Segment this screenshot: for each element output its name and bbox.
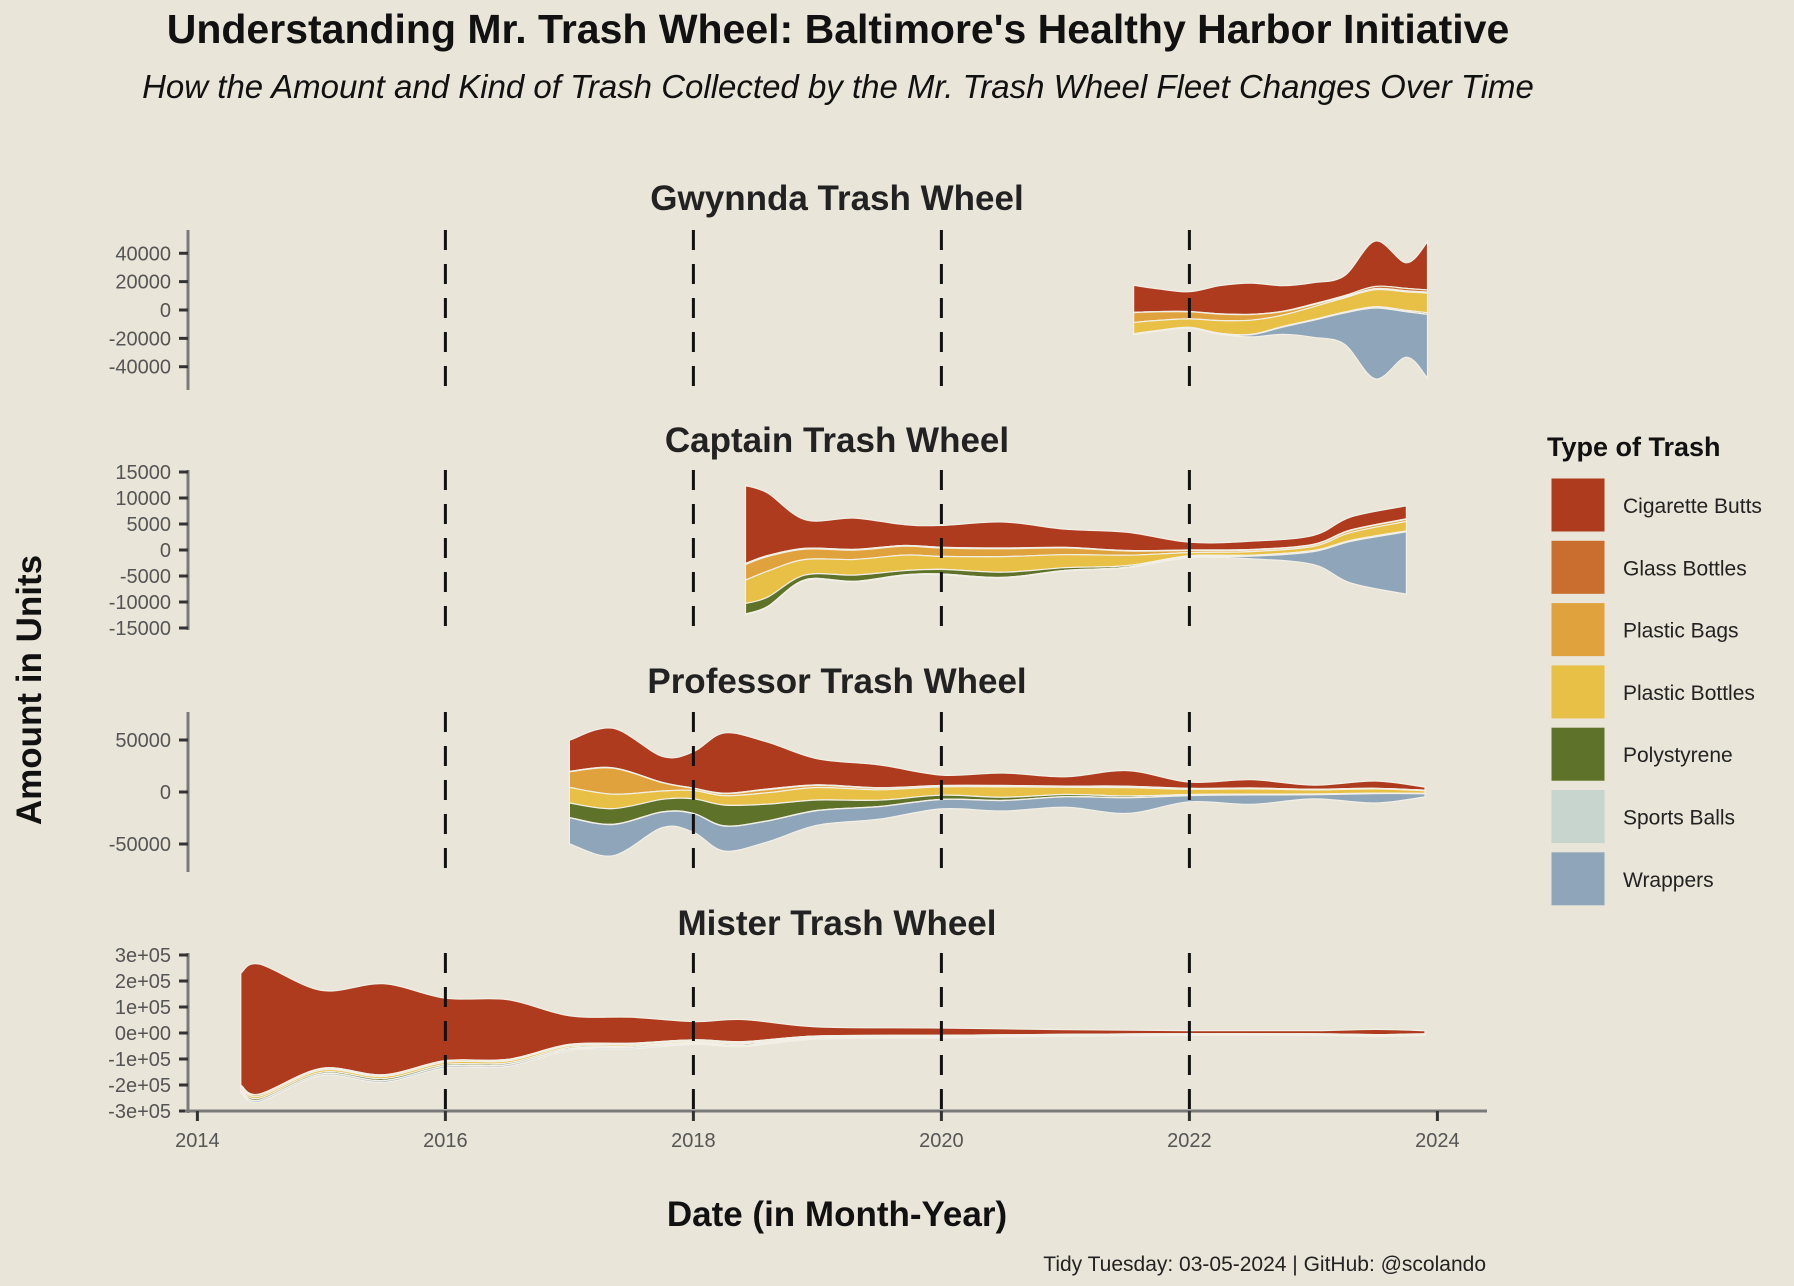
facet-title: Professor Trash Wheel [647,662,1026,701]
y-axis-title: Amount in Units [10,555,49,825]
y-tick-label: -3e+05 [108,1101,171,1123]
stream-layer-wrappers [240,1034,1426,1103]
legend-swatch [1550,539,1606,595]
y-tick-label: 0 [160,300,171,322]
legend-swatch [1550,726,1606,782]
legend-item-polystyrene: Polystyrene [1550,726,1733,782]
y-tick-label: -15000 [109,618,171,640]
y-tick-label: 0 [160,782,171,804]
x-tick-label: 2018 [671,1130,716,1152]
y-tick-label: -2e+05 [108,1075,171,1097]
chart-subtitle: How the Amount and Kind of Trash Collect… [142,68,1534,105]
legend-swatch [1550,789,1606,844]
x-tick-label: 2016 [423,1130,468,1152]
legend-label: Cigarette Butts [1623,495,1762,518]
x-axis-title: Date (in Month-Year) [667,1195,1007,1234]
legend-title: Type of Trash [1547,432,1721,462]
stream-layer-cigarette-butts [568,727,1426,794]
facet-panels: Gwynnda Trash Wheel 40000 20000 0 -20000 -400… [108,179,1429,1123]
chart-title: Understanding Mr. Trash Wheel: Baltimore… [166,6,1510,52]
stream-layer-wrappers [1133,307,1429,380]
y-tick-label: 0 [160,540,171,562]
legend-item-glass-bottles: Glass Bottles [1550,539,1747,595]
legend-item-sports-balls: Sports Balls [1550,789,1735,844]
legend-item-cigarette-butts: Cigarette Butts [1550,477,1762,533]
legend-item-plastic-bottles: Plastic Bottles [1550,664,1755,720]
y-tick-label: -5000 [120,566,171,588]
legend-item-plastic-bags: Plastic Bags [1550,602,1739,658]
y-tick-label: 0e+00 [115,1023,171,1045]
legend-swatch [1550,602,1606,658]
x-tick-label: 2022 [1167,1130,1212,1152]
legend-label: Wrappers [1623,869,1714,892]
facet-gwynnda-trash-wheel: Gwynnda Trash Wheel 40000 20000 0 -20000 -400… [109,179,1429,392]
facet-title: Captain Trash Wheel [665,421,1009,460]
legend-label: Plastic Bottles [1623,682,1755,705]
legend-label: Sports Balls [1623,807,1735,830]
y-tick-label: 20000 [115,272,171,294]
y-tick-label: 5000 [127,514,172,536]
legend-swatch [1550,851,1606,907]
y-tick-label: 50000 [115,730,171,752]
stream-layer-wrappers [568,792,1426,857]
y-tick-label: 3e+05 [115,945,171,967]
y-tick-label: 10000 [115,488,171,510]
legend-label: Plastic Bags [1623,620,1739,643]
facet-title: Mister Trash Wheel [678,904,997,943]
x-tick-label: 2020 [919,1130,964,1152]
facet-professor-trash-wheel: Professor Trash Wheel 50000 0 -50000 [109,662,1426,874]
y-tick-label: -1e+05 [108,1049,171,1071]
legend-label: Glass Bottles [1623,557,1747,580]
facet-title: Gwynnda Trash Wheel [650,179,1023,218]
facet-captain-trash-wheel: Captain Trash Wheel 15000 10000 5000 0 -5000 -… [109,421,1407,640]
y-tick-label: 40000 [115,243,171,265]
y-tick-label: 2e+05 [115,971,171,993]
y-tick-label: -20000 [109,328,171,350]
facet-mister-trash-wheel: Mister Trash Wheel 3e+05 2e+05 1e+05 0e+00 -1… [108,904,1426,1123]
legend-item-wrappers: Wrappers [1550,851,1714,907]
x-tick-label: 2024 [1415,1130,1460,1152]
y-tick-label: 1e+05 [115,997,171,1019]
y-tick-label: -50000 [109,834,171,856]
legend: Type of Trash Cigarette Butts Glass Bottl… [1547,432,1762,907]
stream-layer-wrappers [745,531,1407,616]
x-tick-label: 2014 [175,1130,220,1152]
legend-swatch [1550,477,1606,533]
x-axis: 2014 2016 2018 2020 2022 2024 [175,1109,1487,1152]
y-tick-label: -10000 [109,592,171,614]
y-tick-label: 15000 [115,462,171,484]
y-tick-label: -40000 [109,357,171,379]
caption: Tidy Tuesday: 03-05-2024 | GitHub: @scol… [1043,1253,1486,1276]
legend-label: Polystyrene [1623,744,1733,767]
legend-swatch [1550,664,1606,720]
